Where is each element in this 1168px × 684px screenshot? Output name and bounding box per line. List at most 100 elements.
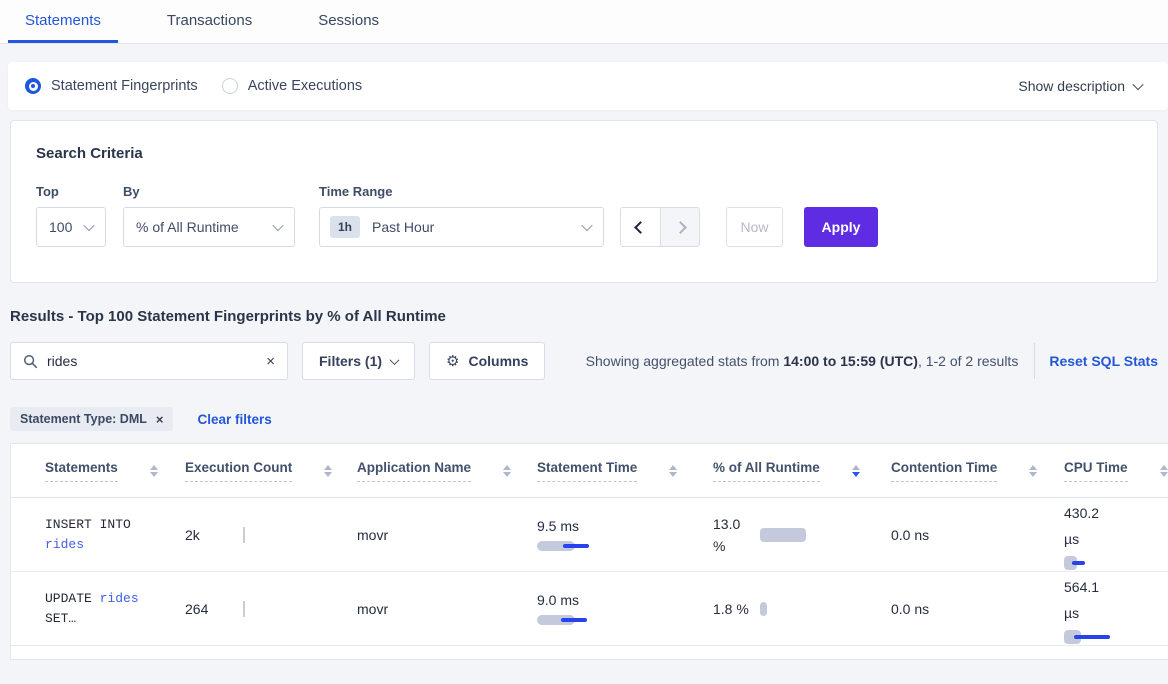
sort-icon[interactable] [324,464,333,477]
search-criteria-controls: Top 100 By % of All Runtime Time Range 1… [36,184,1132,247]
view-toggle-row: Statement Fingerprints Active Executions… [8,62,1168,110]
by-select[interactable]: % of All Runtime [123,207,295,247]
filter-chip: Statement Type: DML × [10,407,174,431]
time-window-arrows [620,207,700,247]
radio-label: Statement Fingerprints [51,78,198,94]
sort-icon[interactable] [669,464,678,477]
execution-count-value: 264 [185,600,209,617]
gear-icon: ⚙ [446,352,460,370]
sort-icon[interactable] [1029,464,1038,477]
clear-filters-link[interactable]: Clear filters [197,411,272,427]
top-select[interactable]: 100 [36,207,106,247]
chevron-left-icon [634,220,647,234]
statement-time-cell: 9.5 ms [537,518,713,551]
statement-cell: UPDATE rides SET… [11,589,185,629]
columns-button[interactable]: ⚙ Columns [429,342,546,380]
table-header-row: Statements Execution Count Application N… [11,444,1168,498]
stats-prefix: Showing aggregated stats from [585,353,784,369]
statement-link[interactable]: rides [99,590,139,606]
by-select-value: % of All Runtime [136,219,239,235]
application-name-cell: movr [357,526,389,543]
column-header-runtime-pct[interactable]: % of All Runtime [713,460,891,482]
search-input[interactable] [47,353,267,369]
search-criteria-card: Search Criteria Top 100 By % of All Runt… [10,120,1158,283]
filters-label: Filters (1) [319,353,383,369]
search-criteria-title: Search Criteria [36,145,143,162]
table-footer-spacer [11,646,1168,659]
top-select-value: 100 [49,219,73,235]
application-name-cell: movr [357,600,389,617]
execution-count-cell: 2k [185,526,357,543]
radio-statement-fingerprints[interactable]: Statement Fingerprints [25,78,198,94]
table-row[interactable]: UPDATE rides SET… 264 movr 9.0 ms 1.8 % … [11,572,1168,646]
show-description-toggle[interactable]: Show description [1018,78,1144,94]
time-range-select[interactable]: 1h Past Hour [319,207,604,247]
column-header-contention-time[interactable]: Contention Time [891,460,1064,482]
column-header-application-name[interactable]: Application Name [357,460,537,482]
chevron-down-icon [83,219,95,232]
contention-time-cell: 0.0 ns [891,526,930,543]
cpu-time-value: 430.2 µs [1064,504,1100,547]
column-label: Contention Time [891,460,998,482]
now-button[interactable]: Now [726,207,783,247]
radio-selected-icon [25,78,41,94]
column-header-cpu-time[interactable]: CPU Time [1064,460,1168,482]
radio-active-executions[interactable]: Active Executions [221,78,363,94]
results-heading: Results - Top 100 Statement Fingerprints… [10,308,446,325]
search-box: × [10,342,288,380]
top-field: Top 100 [36,184,123,247]
cpu-time-cell: 430.2 µs [1064,500,1168,570]
statements-table: Statements Execution Count Application N… [10,443,1168,660]
top-label: Top [36,184,59,199]
sort-icon-active-desc[interactable] [851,464,860,477]
tab-sessions[interactable]: Sessions [318,11,380,29]
aggregated-stats-text: Showing aggregated stats from 14:00 to 1… [586,353,1019,369]
filter-chip-label: Statement Type: DML [20,412,147,426]
count-bar [243,600,245,617]
column-header-statement-time[interactable]: Statement Time [537,460,713,482]
chevron-right-icon [673,220,687,234]
chevron-down-icon [1132,78,1144,91]
filter-chip-row: Statement Type: DML × Clear filters [10,407,1168,431]
columns-label: Columns [468,353,529,369]
previous-window-button[interactable] [621,208,660,246]
execution-count-cell: 264 [185,600,357,617]
reset-sql-stats-link[interactable]: Reset SQL Stats [1049,353,1158,369]
table-row[interactable]: INSERT INTO rides 2k movr 9.5 ms 13.0 % … [11,498,1168,572]
apply-button[interactable]: Apply [804,207,878,247]
statement-time-bar [537,615,597,625]
chevron-down-icon [389,354,400,365]
remove-filter-icon[interactable]: × [155,411,164,427]
time-range-badge: 1h [330,216,361,238]
radio-unselected-icon [221,78,238,94]
column-header-execution-count[interactable]: Execution Count [185,460,357,482]
stats-suffix: , 1-2 of 2 results [917,353,1019,369]
statement-text: INSERT INTO [45,516,139,532]
tab-transactions[interactable]: Transactions [166,11,253,29]
count-bar [243,526,245,543]
time-range-label: Time Range [319,184,393,199]
statement-link[interactable]: rides [45,536,85,552]
runtime-pct-cell: 13.0 % [713,513,891,557]
next-window-button[interactable] [660,208,699,246]
statement-time-value: 9.5 ms [537,518,580,534]
sort-icon[interactable] [1159,464,1168,477]
column-label: CPU Time [1064,460,1128,482]
runtime-pct-bar [760,527,806,542]
radio-label: Active Executions [247,78,363,94]
sort-icon[interactable] [503,464,512,477]
column-label: % of All Runtime [713,460,820,482]
contention-time-cell: 0.0 ns [891,600,930,617]
cpu-time-bar [1064,555,1124,570]
execution-count-value: 2k [185,526,200,543]
column-header-statements[interactable]: Statements [11,460,185,482]
vertical-divider [1034,343,1036,379]
clear-search-icon[interactable]: × [266,352,275,370]
sort-icon[interactable] [149,464,158,477]
statement-time-bar [537,541,597,551]
stats-range: 14:00 to 15:59 (UTC) [783,353,918,369]
filters-button[interactable]: Filters (1) [302,342,416,380]
tab-statements[interactable]: Statements [8,0,118,43]
by-label: By [123,184,140,199]
